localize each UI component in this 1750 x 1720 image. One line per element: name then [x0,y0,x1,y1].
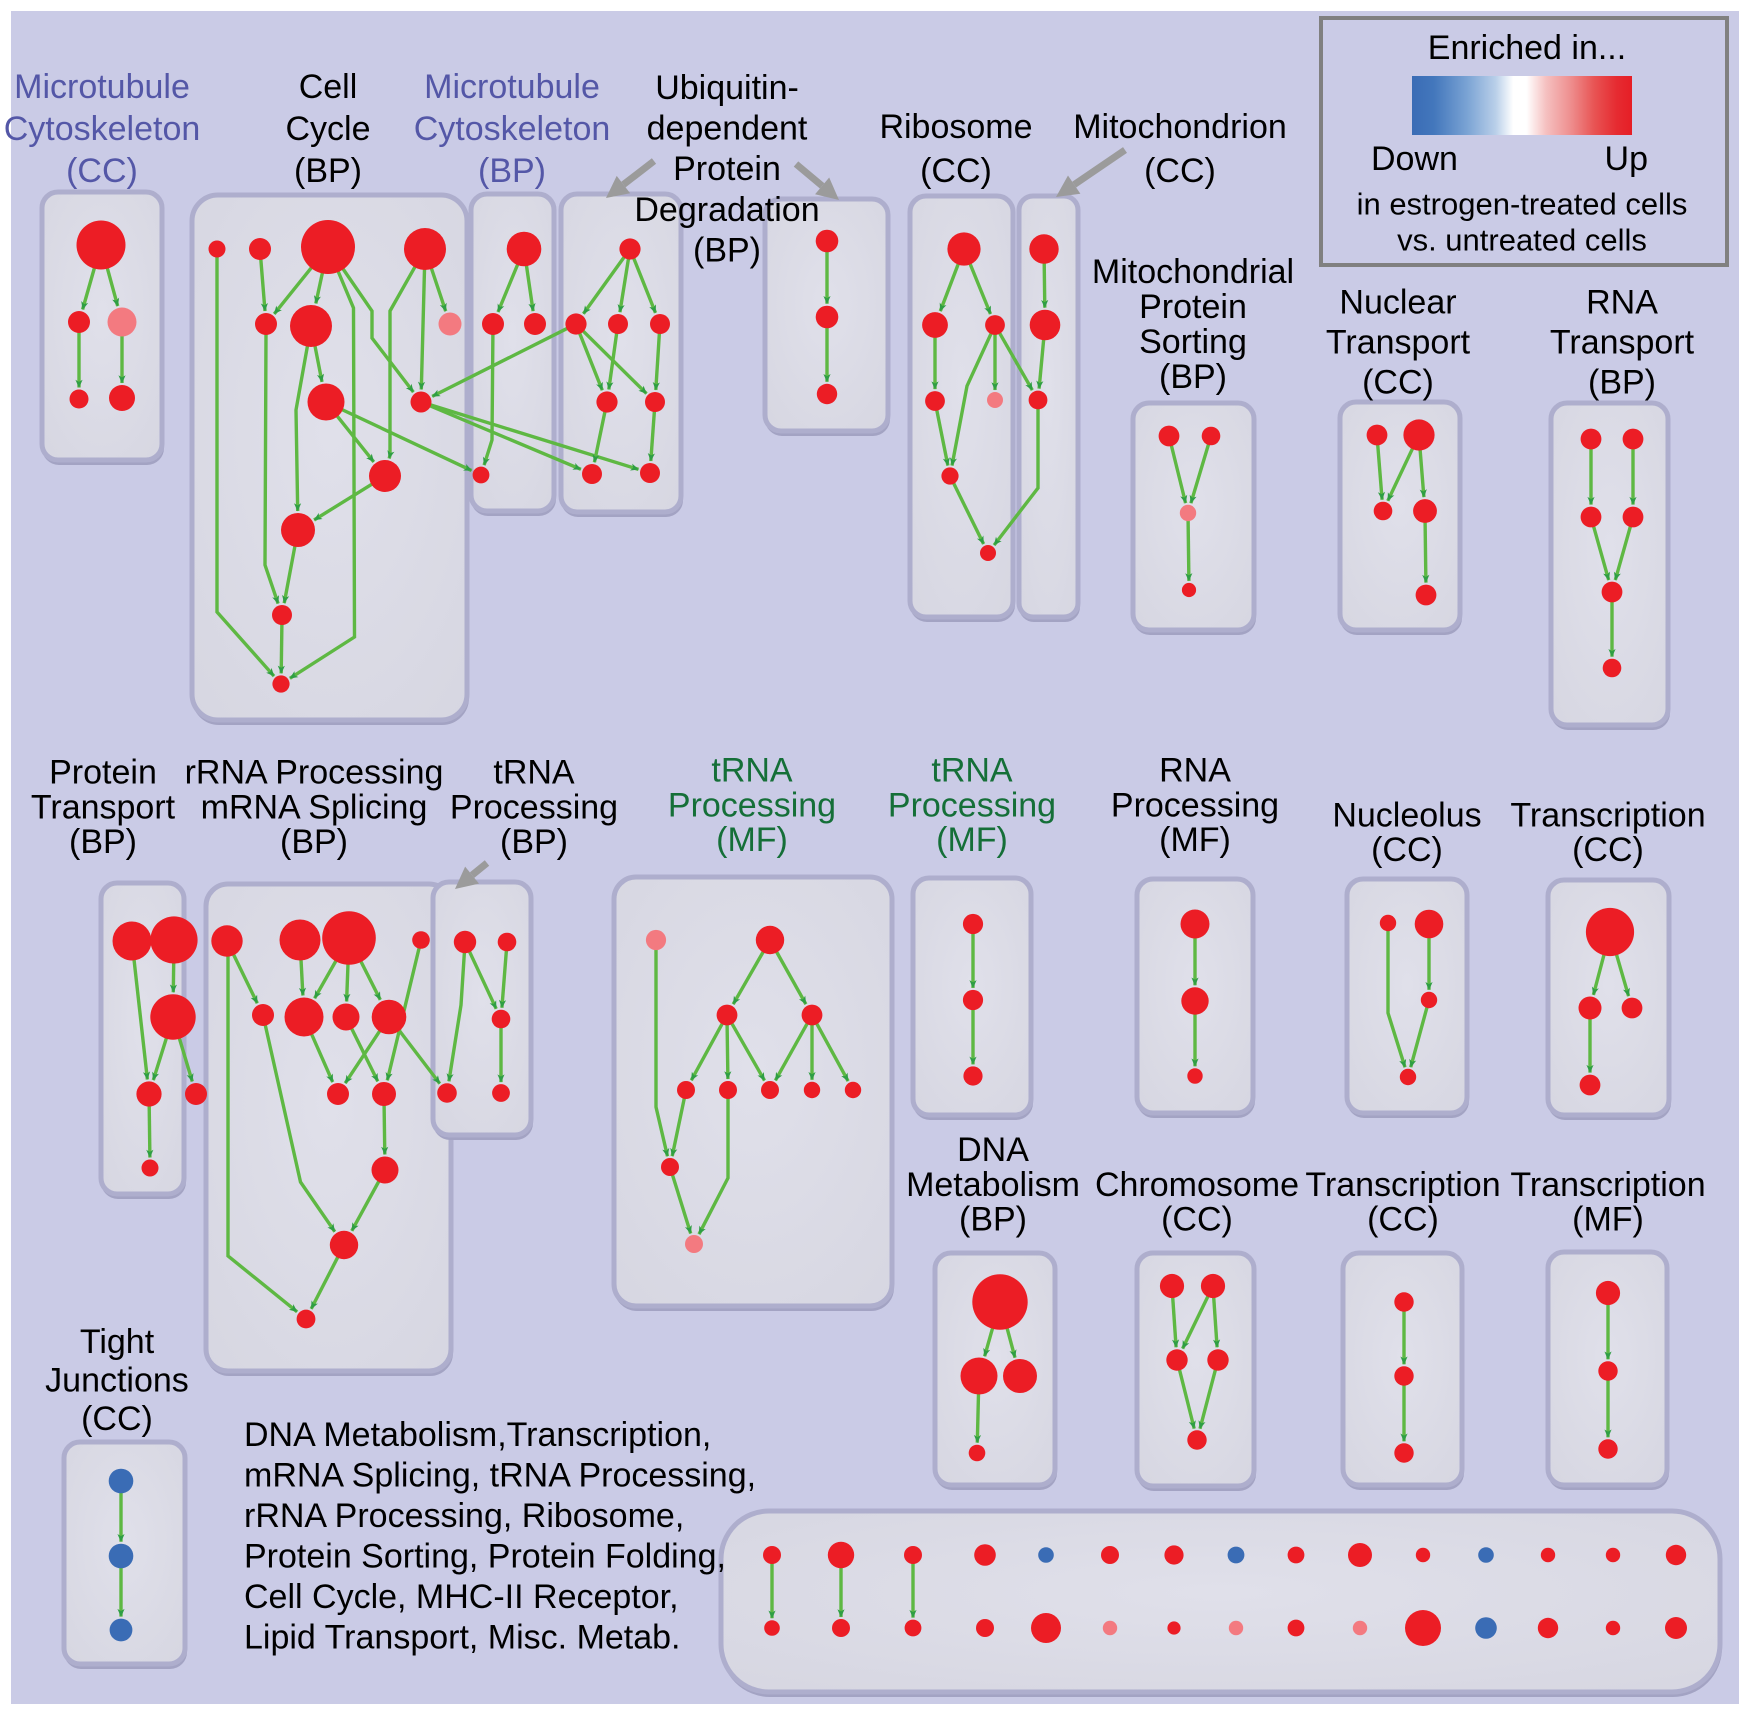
svg-text:in estrogen-treated cells: in estrogen-treated cells [1357,187,1688,222]
svg-text:Sorting: Sorting [1139,323,1247,361]
svg-text:tRNA: tRNA [711,752,793,790]
svg-text:(BP): (BP) [280,823,348,861]
svg-text:Transcription: Transcription [1510,797,1705,835]
svg-text:(BP): (BP) [959,1201,1027,1239]
svg-text:rRNA Processing: rRNA Processing [185,754,444,792]
svg-text:Microtubule: Microtubule [424,68,600,106]
svg-text:Chromosome: Chromosome [1095,1166,1299,1204]
svg-text:Transport: Transport [31,788,176,826]
svg-text:(CC): (CC) [81,1400,153,1438]
svg-text:dependent: dependent [647,110,808,148]
svg-text:Protein: Protein [1139,288,1247,326]
svg-text:Transcription: Transcription [1305,1166,1500,1204]
svg-text:RNA: RNA [1159,752,1231,790]
svg-text:Degradation: Degradation [634,191,819,229]
svg-text:Tight: Tight [80,1323,155,1361]
svg-text:Cell: Cell [299,68,358,106]
svg-text:(BP): (BP) [294,152,362,190]
svg-text:Junctions: Junctions [45,1361,189,1399]
svg-text:Cytoskeleton: Cytoskeleton [4,110,201,148]
svg-text:Lipid Transport, Misc. Metab.: Lipid Transport, Misc. Metab. [244,1618,681,1656]
svg-text:(MF): (MF) [716,821,788,859]
svg-text:Nuclear: Nuclear [1339,284,1456,322]
svg-text:Protein Sorting, Protein Foldi: Protein Sorting, Protein Folding, [244,1537,726,1575]
svg-text:Processing: Processing [888,786,1056,824]
svg-text:Protein: Protein [49,754,157,792]
svg-text:(BP): (BP) [478,152,546,190]
svg-text:Up: Up [1605,140,1648,178]
svg-text:vs. untreated cells: vs. untreated cells [1397,222,1647,257]
svg-text:Protein: Protein [673,150,781,188]
svg-text:(BP): (BP) [1159,358,1227,396]
svg-text:(CC): (CC) [1161,1201,1233,1239]
svg-text:rRNA Processing, Ribosome,: rRNA Processing, Ribosome, [244,1497,684,1535]
svg-text:Processing: Processing [1111,786,1279,824]
svg-text:Transcription: Transcription [1510,1166,1705,1204]
svg-text:Cycle: Cycle [285,110,370,148]
svg-text:(MF): (MF) [1572,1201,1644,1239]
svg-text:(CC): (CC) [1572,831,1644,869]
svg-text:tRNA: tRNA [493,754,575,792]
svg-text:Down: Down [1371,140,1458,178]
svg-text:(BP): (BP) [1588,364,1656,402]
svg-text:DNA Metabolism,Transcription,: DNA Metabolism,Transcription, [244,1416,711,1454]
svg-text:(MF): (MF) [936,821,1008,859]
svg-text:(MF): (MF) [1159,821,1231,859]
svg-text:Cell Cycle, MHC-II Receptor,: Cell Cycle, MHC-II Receptor, [244,1578,679,1616]
svg-text:(CC): (CC) [1371,831,1443,869]
svg-text:Cytoskeleton: Cytoskeleton [414,110,611,148]
svg-text:(BP): (BP) [693,231,761,269]
svg-text:mRNA Splicing, tRNA Processing: mRNA Splicing, tRNA Processing, [244,1456,756,1494]
svg-text:Transport: Transport [1550,324,1695,362]
svg-text:Processing: Processing [668,786,836,824]
svg-text:RNA: RNA [1586,284,1658,322]
svg-text:Processing: Processing [450,788,618,826]
svg-text:Mitochondrion: Mitochondrion [1073,108,1287,146]
svg-text:Mitochondrial: Mitochondrial [1092,253,1294,291]
svg-text:Metabolism: Metabolism [906,1166,1080,1204]
svg-text:(CC): (CC) [1367,1201,1439,1239]
svg-text:(CC): (CC) [66,152,138,190]
svg-text:Ribosome: Ribosome [879,108,1032,146]
svg-text:Nucleolus: Nucleolus [1332,797,1481,835]
svg-text:Transport: Transport [1326,324,1471,362]
svg-text:(CC): (CC) [920,152,992,190]
svg-text:Ubiquitin-: Ubiquitin- [655,69,799,107]
svg-text:Enriched in...: Enriched in... [1428,29,1626,67]
svg-text:mRNA Splicing: mRNA Splicing [201,788,428,826]
svg-text:(BP): (BP) [69,823,137,861]
svg-text:(BP): (BP) [500,823,568,861]
svg-text:Microtubule: Microtubule [14,68,190,106]
svg-text:DNA: DNA [957,1131,1029,1169]
svg-text:(CC): (CC) [1144,152,1216,190]
svg-text:(CC): (CC) [1362,364,1434,402]
svg-text:tRNA: tRNA [931,752,1013,790]
